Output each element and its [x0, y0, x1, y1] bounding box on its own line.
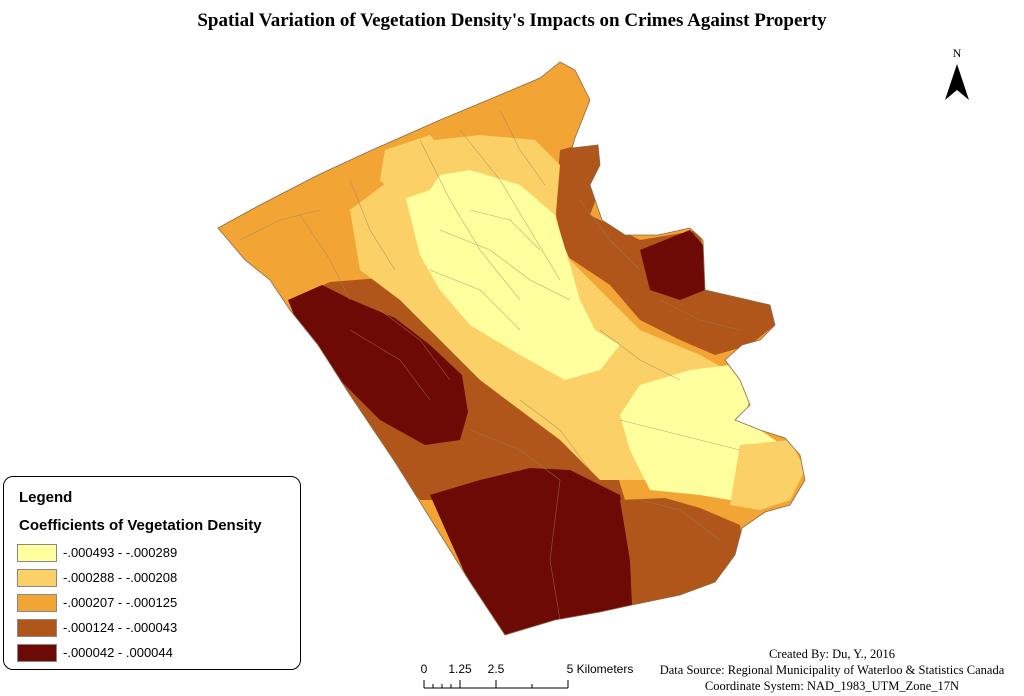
region-southeast-brown	[620, 498, 745, 606]
north-arrow-label: N	[952, 46, 962, 60]
map-title: Spatial Variation of Vegetation Density'…	[197, 10, 827, 31]
region-west-dark	[288, 285, 468, 445]
region-northwest-lightorange	[380, 135, 450, 200]
credits-created-by: Created By: Du, Y., 2016	[768, 647, 896, 661]
legend-title: Legend	[19, 489, 73, 506]
map-credits: Created By: Du, Y., 2016 Data Source: Re…	[640, 646, 1024, 694]
credits-coordinate-system: Coordinate System: NAD_1983_UTM_Zone_17N	[704, 679, 960, 693]
legend-swatch	[17, 644, 57, 662]
legend-swatch	[17, 569, 57, 587]
district-boundaries	[239, 109, 741, 621]
north-arrow-icon	[945, 64, 969, 100]
legend-subtitle: Coefficients of Vegetation Density	[19, 517, 262, 534]
scale-bar-graphic	[423, 680, 569, 689]
legend-item: -.000288 - -.000208	[17, 569, 297, 587]
legend-item-label: -.000493 - -.000289	[63, 545, 178, 560]
legend: Legend Coefficients of Vegetation Densit…	[3, 476, 301, 670]
legend-item-label: -.000124 - -.000043	[63, 620, 178, 635]
legend-swatch	[17, 594, 57, 612]
scale-tick-label: 2.5	[487, 662, 505, 676]
region-northeast-dark	[640, 230, 705, 300]
legend-item: -.000124 - -.000043	[17, 619, 297, 637]
scale-tick-label: 0	[420, 662, 428, 676]
region-south-dark	[430, 468, 635, 635]
north-arrow: N	[937, 46, 977, 106]
legend-item-label: -.000207 - -.000125	[63, 595, 178, 610]
scale-bar: 0 1.25 2.5 5 Kilometers	[412, 662, 633, 692]
legend-item-label: -.000042 - .000044	[63, 645, 173, 660]
scale-tick-label: 5 Kilometers	[566, 662, 634, 676]
city-outline	[217, 61, 806, 636]
legend-item: -.000042 - .000044	[17, 644, 297, 662]
credits-data-source: Data Source: Regional Municipality of Wa…	[659, 663, 1005, 677]
legend-item: -.000493 - -.000289	[17, 544, 297, 562]
legend-swatch	[17, 619, 57, 637]
region-east-lightorange	[730, 440, 805, 510]
region-central-yellow	[405, 170, 620, 380]
legend-swatch	[17, 544, 57, 562]
scale-tick-label: 1.25	[448, 662, 472, 676]
legend-item-label: -.000288 - -.000208	[63, 570, 178, 585]
legend-item: -.000207 - -.000125	[17, 594, 297, 612]
